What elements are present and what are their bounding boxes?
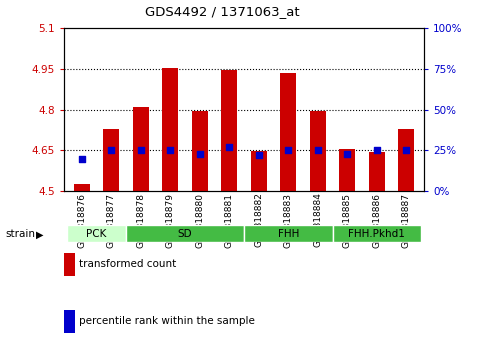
Text: ▶: ▶	[35, 229, 43, 239]
Point	[107, 148, 115, 153]
Point	[373, 148, 381, 153]
Point	[78, 156, 86, 161]
FancyBboxPatch shape	[244, 225, 333, 242]
Text: transformed count: transformed count	[79, 259, 176, 269]
Point	[255, 153, 263, 158]
Point	[343, 151, 351, 156]
Bar	[221, 70, 238, 191]
Bar	[103, 129, 119, 191]
Bar	[250, 151, 267, 191]
Text: SD: SD	[177, 229, 192, 239]
Bar	[369, 152, 385, 191]
Bar	[192, 111, 208, 191]
Text: percentile rank within the sample: percentile rank within the sample	[79, 316, 255, 326]
FancyBboxPatch shape	[67, 225, 126, 242]
FancyBboxPatch shape	[126, 225, 244, 242]
Point	[314, 148, 322, 153]
Bar	[280, 73, 296, 191]
Point	[402, 148, 410, 153]
Point	[137, 148, 145, 153]
Point	[166, 148, 174, 153]
Bar	[398, 129, 415, 191]
Bar	[339, 149, 355, 191]
Point	[196, 151, 204, 156]
Bar	[310, 111, 326, 191]
Text: PCK: PCK	[86, 229, 106, 239]
Bar	[133, 107, 149, 191]
FancyBboxPatch shape	[333, 225, 421, 242]
Text: FHH: FHH	[278, 229, 299, 239]
Point	[284, 148, 292, 153]
Text: strain: strain	[5, 229, 35, 239]
Text: FHH.Pkhd1: FHH.Pkhd1	[349, 229, 405, 239]
Point	[225, 144, 233, 150]
Bar	[73, 184, 90, 191]
Bar	[162, 68, 178, 191]
Text: GDS4492 / 1371063_at: GDS4492 / 1371063_at	[144, 5, 299, 18]
